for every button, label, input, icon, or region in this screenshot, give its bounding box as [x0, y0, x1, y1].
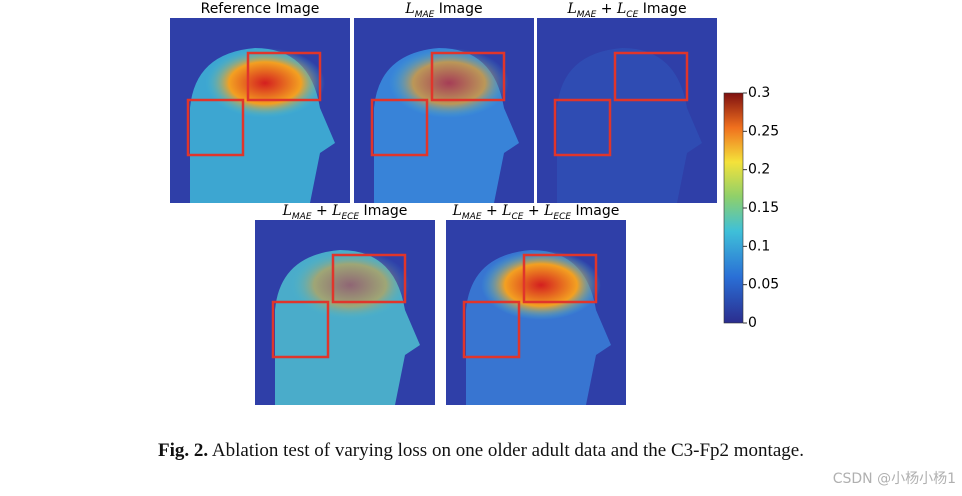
roi-box	[370, 98, 429, 157]
title-subscript: CE	[511, 212, 523, 222]
colorbar-tick-label: 0.15	[748, 200, 779, 216]
watermark: CSDN @小杨小杨1	[832, 471, 956, 487]
roi-box	[186, 98, 245, 157]
head-silhouette	[557, 48, 702, 203]
heat-region	[389, 48, 509, 118]
colorbar-tick-label: 0	[748, 315, 757, 331]
title-text: L	[616, 1, 626, 17]
title-text: L	[566, 1, 576, 17]
title-text: L	[404, 1, 414, 17]
title-text: Image	[571, 203, 619, 219]
title-text: L	[543, 203, 553, 219]
title-subscript: CE	[626, 10, 638, 20]
colorbar-tick-label: 0.2	[748, 162, 770, 178]
heat-region	[481, 250, 601, 320]
title-text: +	[312, 203, 333, 219]
colorbar-tick-label: 0.1	[748, 238, 770, 254]
panel-title: LMAE Image	[404, 1, 482, 20]
panel-title: Reference Image	[201, 1, 320, 17]
roi-box	[331, 253, 407, 304]
panel-title: LMAE + LECE Image	[282, 203, 408, 222]
title-text: +	[482, 203, 503, 219]
title-text: Image	[638, 1, 686, 17]
title-text: +	[596, 1, 617, 17]
title-text: L	[501, 203, 511, 219]
title-subscript: MAE	[415, 10, 435, 20]
title-text: Reference Image	[201, 1, 320, 17]
roi-box	[613, 51, 689, 102]
roi-box	[246, 51, 322, 102]
title-text: Image	[434, 1, 482, 17]
caption-label: Fig. 2.	[158, 440, 209, 461]
heat-region	[290, 250, 410, 320]
panel-title: LMAE + LCE + LECE Image	[452, 203, 620, 222]
title-text: +	[523, 203, 544, 219]
title-subscript: ECE	[553, 212, 571, 222]
roi-box	[553, 98, 612, 157]
title-text: L	[452, 203, 462, 219]
caption: Fig. 2. Ablation test of varying loss on…	[0, 440, 962, 462]
title-subscript: MAE	[292, 212, 312, 222]
title-subscript: ECE	[341, 212, 359, 222]
heat-region	[205, 48, 325, 118]
panel-title: LMAE + LCE Image	[566, 1, 686, 20]
title-text: L	[331, 203, 341, 219]
colorbar-tick-label: 0.3	[748, 85, 770, 101]
title-text: L	[282, 203, 292, 219]
figure: Reference Image LMAE Image LMAE + LCE Imag…	[170, 1, 779, 405]
title-text: Image	[359, 203, 407, 219]
title-subscript: MAE	[577, 10, 597, 20]
roi-box	[462, 300, 521, 359]
colorbar	[723, 92, 744, 324]
roi-box	[522, 253, 598, 304]
caption-text: Ablation test of varying loss on one old…	[211, 440, 804, 461]
colorbar-tick-label: 0.05	[748, 277, 779, 293]
roi-box	[430, 51, 506, 102]
title-subscript: MAE	[462, 212, 482, 222]
colorbar-tick-label: 0.25	[748, 123, 779, 139]
roi-box	[271, 300, 330, 359]
